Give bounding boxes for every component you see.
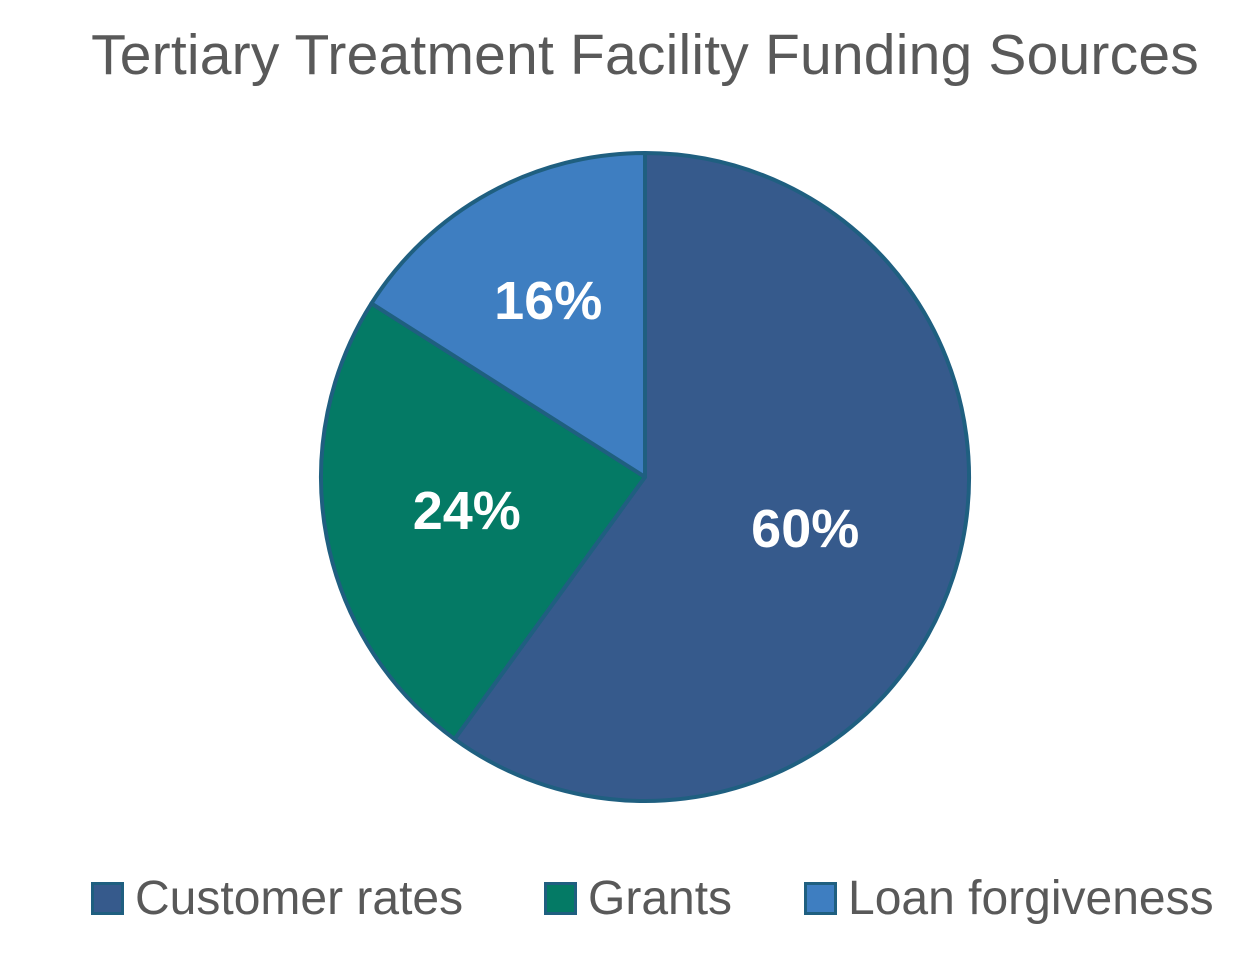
legend-swatch-loan-forgiveness — [804, 881, 837, 915]
data-label-customer-rates: 60% — [751, 499, 859, 559]
legend-label-customer-rates: Customer rates — [135, 871, 464, 925]
legend-label-loan-forgiveness: Loan forgiveness — [848, 871, 1214, 925]
pie-data-labels: 60% 24% 16% — [413, 271, 860, 559]
legend-label-grants: Grants — [588, 871, 733, 925]
pie-slice-customer-rates — [452, 151, 971, 803]
data-label-loan-forgiveness: 16% — [494, 271, 602, 331]
legend: Customer rates Grants Loan forgiveness — [0, 866, 1239, 930]
legend-swatch-customer-rates — [91, 881, 124, 915]
data-label-grants: 24% — [413, 481, 521, 541]
legend-item-customer-rates: Customer rates — [91, 866, 463, 930]
chart-title: Tertiary Treatment Facility Funding Sour… — [91, 23, 1199, 87]
pie-slice-loan-forgiveness — [369, 151, 647, 479]
pie-slice-grants — [319, 301, 647, 742]
legend-swatch-grants — [544, 881, 577, 915]
legend-item-grants: Grants — [544, 866, 732, 930]
pie-slices — [319, 151, 971, 803]
legend-item-loan-forgiveness: Loan forgiveness — [804, 866, 1214, 930]
